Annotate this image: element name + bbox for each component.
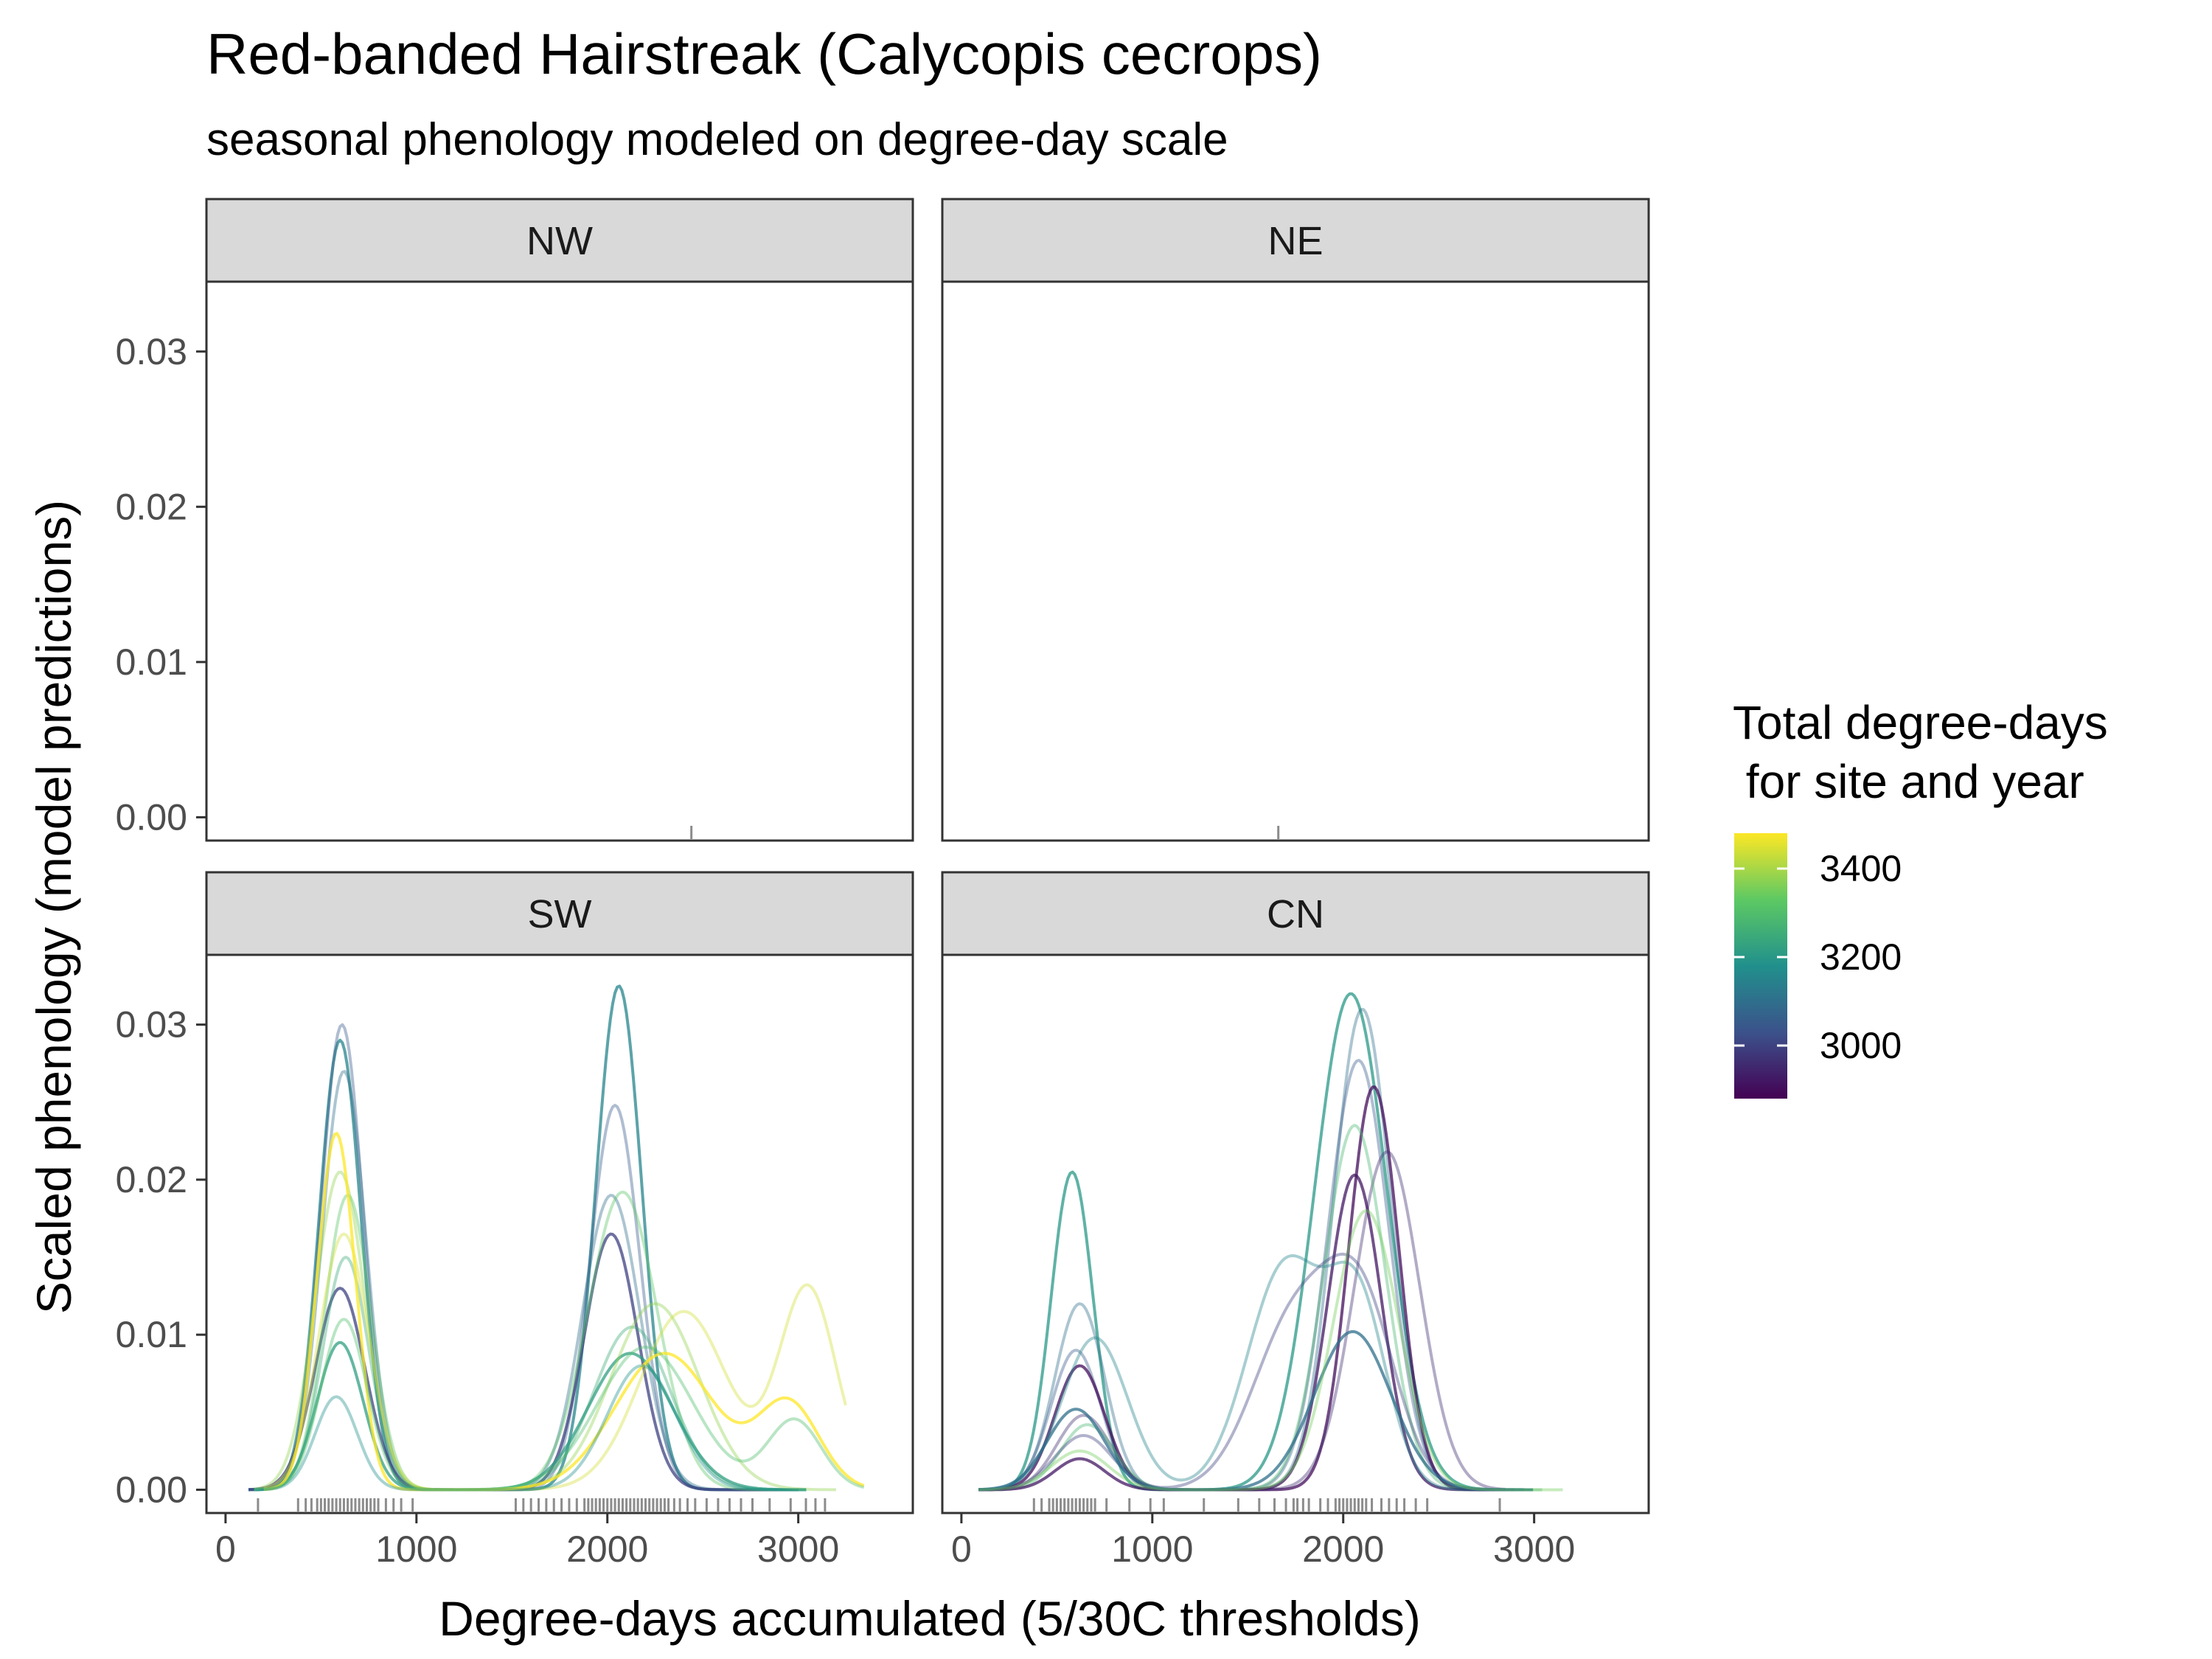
chart-title: Red-banded Hairstreak (Calycopis cecrops…: [206, 21, 1322, 86]
panel-border: [941, 953, 1650, 1514]
x-tick-label: 2000: [1302, 1528, 1384, 1570]
phenology-curve: [263, 1232, 847, 1492]
series-lines: [978, 992, 1563, 1492]
panel-border: [941, 280, 1650, 842]
panel-background: [206, 955, 913, 1513]
y-tick-label: 0.03: [116, 331, 187, 372]
y-axis-title: Scaled phenology (model predictions): [27, 500, 81, 1314]
panel-sw: SW 0.00 0.01 0.02 0.03 0 1000 2000 3000: [116, 871, 914, 1570]
legend-colorbar: [1734, 833, 1787, 1099]
panel-background: [942, 282, 1649, 841]
phenology-curve: [978, 1254, 1524, 1492]
phenology-curve: [978, 1252, 1515, 1492]
facet-strip-label: CN: [1267, 892, 1324, 936]
facet-panels: NW 0.00 0.01 0.02 0.03 NE SW 0.00 0.01 0.02 0.03 0 1…: [116, 198, 1650, 1570]
phenology-curve: [978, 992, 1534, 1492]
rug-marks: [1032, 1498, 1501, 1512]
legend-break-label: 3400: [1820, 848, 1902, 889]
rug-marks: [257, 1498, 827, 1512]
panel-nw: NW 0.00 0.01 0.02 0.03: [116, 198, 914, 842]
y-tick-label: 0.02: [116, 486, 187, 527]
panel-ne: NE: [941, 198, 1650, 842]
phenology-curve: [263, 1318, 865, 1492]
x-tick-label: 2000: [566, 1528, 648, 1570]
y-tick-label: 0.03: [116, 1004, 187, 1046]
x-axis-title: Degree-days accumulated (5/30C threshold…: [439, 1591, 1421, 1646]
y-tick-label: 0.02: [116, 1159, 187, 1200]
legend-ticks: 3000 3200 3400: [1734, 848, 1902, 1066]
legend-break-label: 3200: [1820, 936, 1902, 978]
phenology-curve: [978, 1330, 1534, 1492]
panel-background: [206, 282, 913, 841]
y-tick-label: 0.00: [116, 1469, 187, 1510]
legend-title-line2: for site and year: [1733, 755, 2084, 808]
facet-strip: [941, 871, 1650, 956]
phenology-curve: [978, 1124, 1543, 1492]
y-tick-label: 0.01: [116, 1314, 187, 1355]
x-tick-label: 3000: [1493, 1528, 1575, 1570]
facet-strip: [941, 198, 1650, 283]
facet-strip-label: SW: [528, 892, 592, 936]
color-legend: Total degree-days for site and year 3000…: [1733, 696, 2108, 1099]
panel-cn: CN 0 1000 2000 3000: [941, 871, 1650, 1570]
phenology-curve: [254, 1364, 807, 1492]
legend-title-line1: Total degree-days: [1733, 696, 2108, 749]
facet-strip-label: NW: [526, 219, 593, 263]
x-tick-label: 1000: [375, 1528, 457, 1570]
facet-strip: [205, 198, 914, 283]
facet-strip-label: NE: [1267, 219, 1323, 263]
x-tick-label: 0: [215, 1528, 236, 1570]
panel-border: [205, 953, 914, 1514]
phenology-curve: [263, 1132, 865, 1492]
y-tick-label: 0.00: [116, 796, 187, 838]
x-tick-label: 3000: [757, 1528, 839, 1570]
legend-break-label: 3000: [1820, 1025, 1902, 1066]
panel-border: [205, 280, 914, 842]
phenology-curve: [254, 1340, 807, 1492]
phenology-curve: [978, 1209, 1563, 1492]
chart-subtitle: seasonal phenology modeled on degree-day…: [206, 114, 1228, 165]
x-tick-label: 0: [951, 1528, 972, 1570]
series-lines: [248, 984, 865, 1492]
x-tick-label: 1000: [1111, 1528, 1193, 1570]
y-tick-label: 0.01: [116, 641, 187, 683]
